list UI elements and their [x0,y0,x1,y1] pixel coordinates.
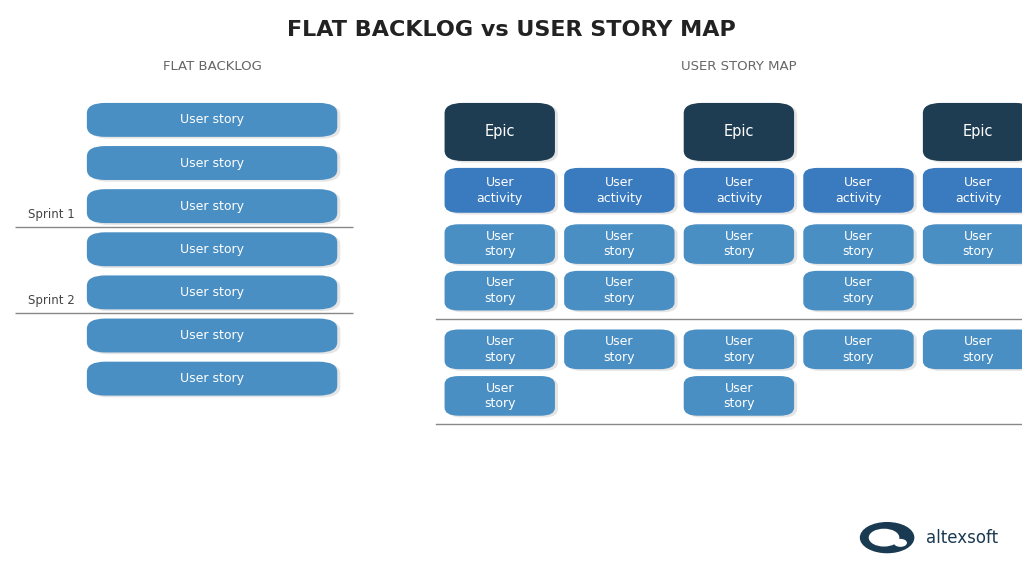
FancyBboxPatch shape [445,168,555,213]
FancyBboxPatch shape [806,331,917,371]
Text: User story: User story [180,329,244,342]
FancyBboxPatch shape [448,331,558,371]
Text: User
activity: User activity [596,176,643,205]
FancyBboxPatch shape [90,191,340,225]
FancyBboxPatch shape [87,275,337,309]
Text: User
story: User story [843,277,874,305]
FancyBboxPatch shape [687,378,797,417]
Text: User
story: User story [724,335,754,363]
FancyBboxPatch shape [448,170,558,214]
FancyBboxPatch shape [445,224,555,264]
FancyBboxPatch shape [923,168,1022,213]
Text: User
story: User story [604,335,635,363]
FancyBboxPatch shape [90,148,340,182]
Text: Sprint 1: Sprint 1 [28,208,75,221]
Text: FLAT BACKLOG: FLAT BACKLOG [162,60,262,74]
FancyBboxPatch shape [806,273,917,312]
FancyBboxPatch shape [684,168,794,213]
FancyBboxPatch shape [448,273,558,312]
Text: User
activity: User activity [476,176,523,205]
Text: Epic: Epic [484,124,515,140]
Text: FLAT BACKLOG vs USER STORY MAP: FLAT BACKLOG vs USER STORY MAP [286,20,736,40]
FancyBboxPatch shape [687,331,797,371]
FancyBboxPatch shape [445,103,555,161]
Text: User
story: User story [963,230,993,258]
Text: User
story: User story [843,230,874,258]
FancyBboxPatch shape [90,105,340,139]
FancyBboxPatch shape [87,319,337,352]
Text: User
story: User story [843,335,874,363]
Text: altexsoft: altexsoft [926,528,998,547]
Circle shape [894,539,907,546]
FancyBboxPatch shape [445,376,555,416]
FancyBboxPatch shape [687,105,797,163]
FancyBboxPatch shape [806,226,917,266]
FancyBboxPatch shape [567,226,678,266]
FancyBboxPatch shape [926,226,1022,266]
Text: User story: User story [180,200,244,213]
FancyBboxPatch shape [684,103,794,161]
FancyBboxPatch shape [687,170,797,214]
Text: Epic: Epic [963,124,993,140]
FancyBboxPatch shape [803,168,914,213]
FancyBboxPatch shape [926,105,1022,163]
Text: Sprint 2: Sprint 2 [28,294,75,307]
FancyBboxPatch shape [687,226,797,266]
Text: User
story: User story [484,335,515,363]
Text: User story: User story [180,286,244,299]
FancyBboxPatch shape [87,103,337,137]
FancyBboxPatch shape [564,271,675,310]
FancyBboxPatch shape [564,224,675,264]
FancyBboxPatch shape [90,277,340,311]
Text: User
activity: User activity [835,176,882,205]
Text: User
story: User story [724,382,754,410]
FancyBboxPatch shape [923,329,1022,369]
FancyBboxPatch shape [684,376,794,416]
FancyBboxPatch shape [448,226,558,266]
Text: User story: User story [180,372,244,385]
Text: User
activity: User activity [715,176,762,205]
Text: User
activity: User activity [955,176,1002,205]
FancyBboxPatch shape [567,273,678,312]
FancyBboxPatch shape [806,170,917,214]
FancyBboxPatch shape [445,329,555,369]
FancyBboxPatch shape [87,362,337,396]
Text: User story: User story [180,243,244,256]
FancyBboxPatch shape [90,234,340,268]
Text: USER STORY MAP: USER STORY MAP [681,60,797,74]
Text: User
story: User story [963,335,993,363]
Text: Epic: Epic [724,124,754,140]
FancyBboxPatch shape [87,189,337,223]
Circle shape [870,530,898,546]
FancyBboxPatch shape [564,329,675,369]
FancyBboxPatch shape [564,168,675,213]
FancyBboxPatch shape [87,146,337,180]
FancyBboxPatch shape [923,103,1022,161]
Text: User
story: User story [724,230,754,258]
FancyBboxPatch shape [448,105,558,163]
FancyBboxPatch shape [567,170,678,214]
FancyBboxPatch shape [567,331,678,371]
Text: User story: User story [180,156,244,170]
FancyBboxPatch shape [87,232,337,266]
Text: User
story: User story [484,230,515,258]
FancyBboxPatch shape [803,271,914,310]
Text: User
story: User story [604,230,635,258]
Text: User
story: User story [604,277,635,305]
Text: User
story: User story [484,382,515,410]
Circle shape [861,523,914,553]
FancyBboxPatch shape [684,224,794,264]
FancyBboxPatch shape [90,363,340,397]
FancyBboxPatch shape [448,378,558,417]
Text: User story: User story [180,113,244,126]
FancyBboxPatch shape [445,271,555,310]
FancyBboxPatch shape [684,329,794,369]
FancyBboxPatch shape [803,329,914,369]
FancyBboxPatch shape [923,224,1022,264]
Text: User
story: User story [484,277,515,305]
FancyBboxPatch shape [803,224,914,264]
FancyBboxPatch shape [926,331,1022,371]
FancyBboxPatch shape [90,320,340,354]
FancyBboxPatch shape [926,170,1022,214]
